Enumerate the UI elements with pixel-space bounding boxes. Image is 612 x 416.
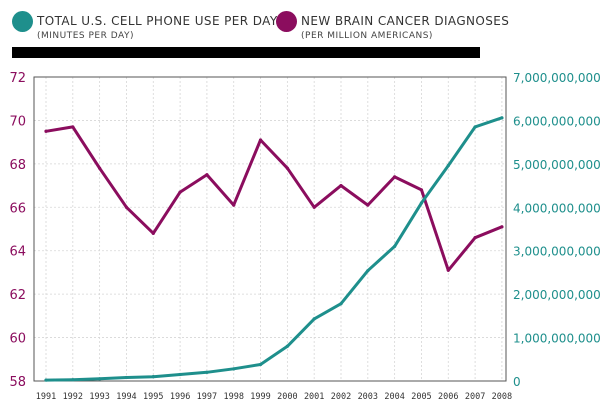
x-tick-label: 2002 [331, 392, 351, 402]
data-point-cancer [98, 166, 102, 170]
y-left-tick-label: 62 [9, 288, 26, 303]
y-right-tick-label: 4,000,000,000 [513, 201, 601, 215]
y-left-tick-label: 60 [9, 332, 26, 347]
y-right-tick-label: 6,000,000,000 [513, 114, 601, 128]
data-point-cancer [151, 231, 155, 235]
data-point-cell [205, 370, 209, 374]
data-point-cell [419, 201, 424, 205]
data-point-cell [98, 377, 102, 381]
data-point-cell [232, 367, 236, 371]
data-point-cell [285, 344, 289, 348]
legend-title-brain-cancer: NEW BRAIN CANCER DIAGNOSES [301, 14, 510, 28]
data-point-cancer [393, 175, 397, 179]
data-point-cell [446, 163, 450, 168]
y-left-tick-label: 70 [9, 114, 26, 129]
data-point-cell [151, 375, 155, 379]
data-point-cell [393, 244, 397, 248]
x-tick-label: 1996 [170, 392, 190, 402]
y-left-tick-label: 72 [9, 71, 26, 86]
data-point-cell [178, 372, 182, 377]
x-tick-label: 2001 [304, 392, 324, 402]
x-tick-label: 2008 [492, 392, 512, 402]
header-divider-bar [12, 47, 480, 58]
data-point-cell [339, 302, 343, 306]
legend-subtitle-cell-phone: (MINUTES PER DAY) [37, 31, 134, 41]
data-point-cancer [285, 166, 289, 170]
x-tick-label: 1991 [36, 392, 56, 402]
data-point-cancer [71, 125, 75, 129]
series-line-cancer [44, 125, 504, 272]
y-right-tick-label: 5,000,000,000 [513, 158, 601, 172]
data-point-cell [473, 125, 477, 129]
y-left-tick-label: 58 [9, 375, 26, 390]
data-point-cancer [473, 236, 477, 240]
data-point-cancer [312, 205, 316, 209]
data-point-cancer [232, 203, 236, 207]
legend-subtitle-brain-cancer: (PER MILLION AMERICANS) [301, 31, 433, 41]
x-tick-label: 2000 [277, 392, 297, 402]
legend: TOTAL U.S. CELL PHONE USE PER DAY (MINUT… [0, 0, 612, 60]
plot-frame [33, 76, 507, 382]
data-point-cell [71, 378, 75, 382]
data-point-cancer [366, 203, 370, 207]
x-tick-label: 1997 [197, 392, 217, 402]
legend-title-cell-phone: TOTAL U.S. CELL PHONE USE PER DAY [37, 14, 278, 28]
data-point-cancer [419, 188, 424, 192]
y-left-tick-label: 64 [9, 245, 26, 260]
data-point-cancer [500, 225, 504, 229]
data-point-cell [366, 269, 370, 273]
x-tick-label: 1998 [223, 392, 243, 402]
data-point-cancer [258, 138, 263, 142]
x-tick-label: 1994 [116, 392, 136, 402]
data-point-cancer [339, 183, 343, 188]
y-right-tick-label: 2,000,000,000 [513, 288, 601, 302]
data-point-cell [258, 362, 263, 367]
data-point-cancer [446, 268, 450, 272]
y-left-tick-label: 68 [9, 158, 26, 173]
data-point-cell [500, 116, 504, 120]
y-right-tick-label: 0 [513, 375, 521, 389]
x-tick-label: 2005 [411, 392, 431, 402]
y-left-tick-label: 66 [9, 201, 26, 216]
series-line-cell [44, 116, 504, 382]
data-point-cell [44, 378, 48, 382]
legend-swatch-cell-phone [12, 11, 33, 32]
data-point-cancer [205, 173, 209, 177]
x-tick-label: 2003 [358, 392, 378, 402]
data-point-cancer [124, 205, 129, 209]
x-tick-label: 1995 [143, 392, 163, 402]
x-tick-label: 1999 [250, 392, 270, 402]
data-point-cell [124, 375, 129, 380]
legend-swatch-brain-cancer [276, 11, 297, 32]
y-right-tick-label: 1,000,000,000 [513, 332, 601, 346]
y-right-tick-label: 7,000,000,000 [513, 71, 601, 85]
data-point-cancer [44, 129, 48, 133]
y-right-tick-label: 3,000,000,000 [513, 245, 601, 259]
x-tick-label: 1993 [89, 392, 109, 402]
x-tick-label: 2004 [384, 392, 404, 402]
x-tick-label: 2007 [465, 392, 485, 402]
x-tick-label: 1992 [63, 392, 83, 402]
x-tick-label: 2006 [438, 392, 458, 402]
data-point-cancer [178, 190, 182, 194]
data-point-cell [312, 317, 316, 321]
